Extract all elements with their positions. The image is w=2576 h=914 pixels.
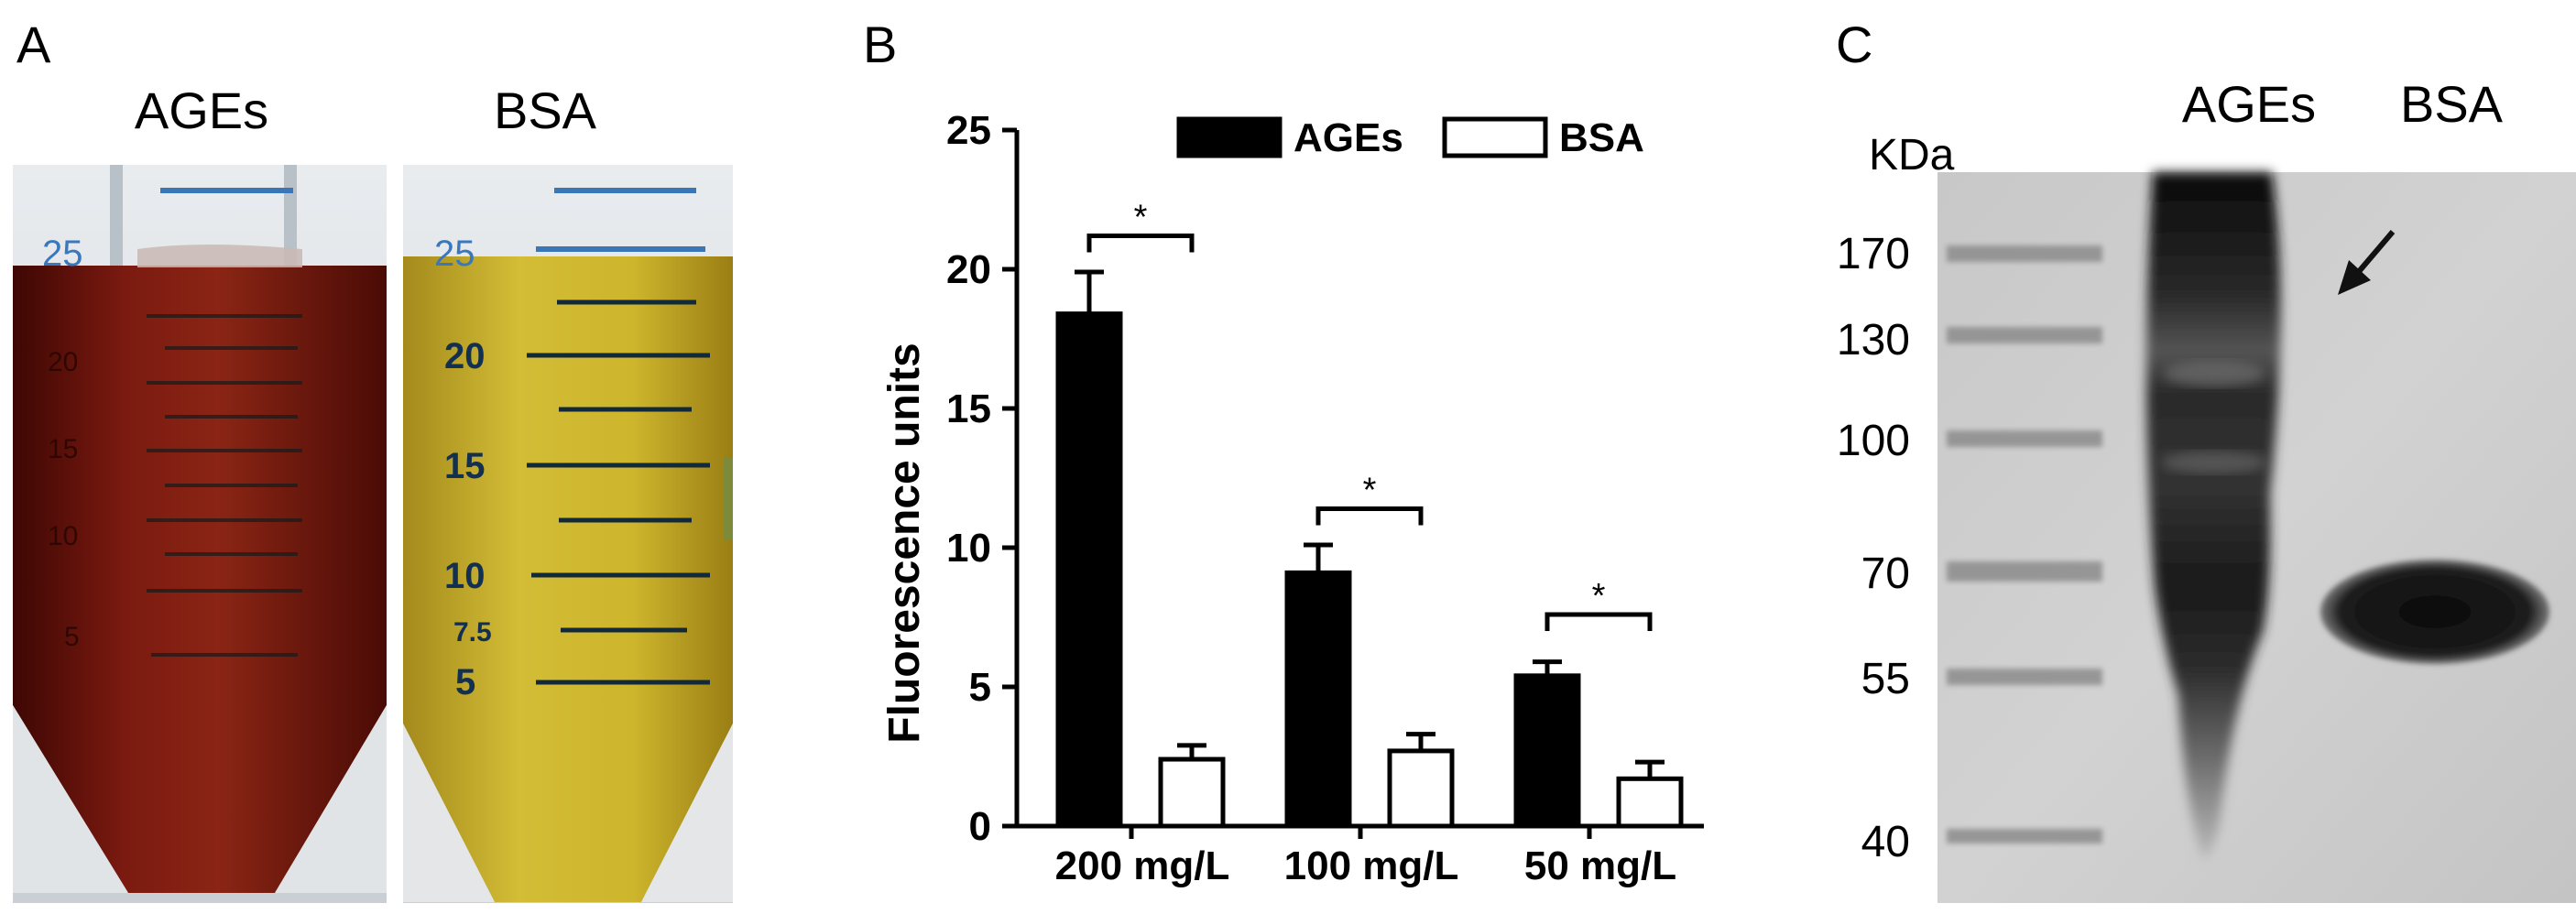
significance-star: * (1592, 577, 1606, 615)
x-tick-label: 50 mg/L (1524, 843, 1676, 888)
y-tick-label: 25 (946, 108, 991, 153)
ages-tube-photo: 25 20 15 10 5 (13, 165, 387, 903)
ages-mark-5: 5 (64, 622, 80, 652)
panel-b-letter: B (863, 16, 897, 73)
ages-mark-10: 10 (48, 521, 78, 551)
ages-mark-15: 15 (48, 434, 78, 464)
bsa-liquid (403, 256, 733, 902)
gel-lane-label-bsa: BSA (2400, 75, 2504, 133)
legend-swatch-ages (1176, 116, 1283, 158)
panel-c: C KDa AGEs BSA 170 130 (1836, 16, 2576, 903)
bsa-mark-10: 10 (444, 556, 486, 596)
y-tick-label: 20 (946, 247, 991, 292)
gel-image (1937, 172, 2576, 903)
bar-bsa (1158, 756, 1226, 829)
bsa-mark-5: 5 (455, 662, 475, 702)
ages-mark-20: 20 (48, 347, 78, 377)
marker-55: 55 (1861, 655, 1910, 703)
bsa-tube-photo: 25 20 15 10 7.5 5 (403, 165, 733, 903)
significance-star: * (1363, 471, 1377, 509)
x-tick-label: 100 mg/L (1284, 843, 1459, 888)
tube-label-bsa: BSA (494, 82, 597, 139)
y-tick-label: 10 (946, 526, 991, 571)
legend-swatch-bsa (1442, 116, 1548, 158)
marker-40: 40 (1861, 818, 1910, 866)
legend-label-ages: AGEs (1293, 115, 1403, 160)
bar-ages (1284, 570, 1352, 829)
y-tick-label: 15 (946, 386, 991, 431)
y-tick-label: 5 (969, 665, 991, 710)
ages-mark-25: 25 (42, 234, 83, 274)
legend-label-bsa: BSA (1559, 115, 1644, 160)
significance-star: * (1134, 199, 1148, 237)
bar-ages (1513, 673, 1581, 829)
significance-bracket (1086, 234, 1195, 253)
ages-liquid (13, 266, 387, 893)
arrow-icon (2338, 230, 2396, 295)
bsa-band (2320, 560, 2549, 664)
bar-chart: 0 5 10 15 20 25 * 200 mg/L * 100 mg/L * 50 mg/L AGEs… (946, 108, 1704, 888)
ages-lane-smear (2145, 172, 2281, 861)
bar-bsa (1387, 748, 1455, 829)
panel-b: B Fluorescence units 0 5 10 15 20 25 * 200 mg/L… (863, 16, 1704, 888)
bar-ages (1055, 311, 1123, 829)
bsa-mark-20: 20 (444, 336, 486, 376)
bsa-mark-25: 25 (434, 234, 475, 274)
significance-bracket (1545, 612, 1653, 631)
marker-70: 70 (1861, 549, 1910, 598)
y-axis-label: Fluorescence units (880, 343, 929, 743)
significance-bracket (1315, 506, 1424, 526)
marker-130: 130 (1837, 316, 1910, 365)
gel-unit-label: KDa (1869, 131, 1955, 180)
bsa-mark-7-5: 7.5 (453, 617, 492, 647)
bar-bsa (1616, 776, 1684, 829)
bsa-mark-15: 15 (444, 446, 486, 486)
panel-c-letter: C (1836, 16, 1872, 73)
marker-170: 170 (1837, 230, 1910, 278)
marker-100: 100 (1837, 417, 1910, 465)
x-tick-label: 200 mg/L (1055, 843, 1230, 888)
tube-label-ages: AGEs (135, 82, 268, 139)
y-tick-label: 0 (969, 804, 991, 849)
gel-lane-label-ages: AGEs (2182, 75, 2316, 133)
panel-a: A AGEs BSA 25 (13, 16, 733, 903)
panel-a-letter: A (16, 16, 51, 73)
